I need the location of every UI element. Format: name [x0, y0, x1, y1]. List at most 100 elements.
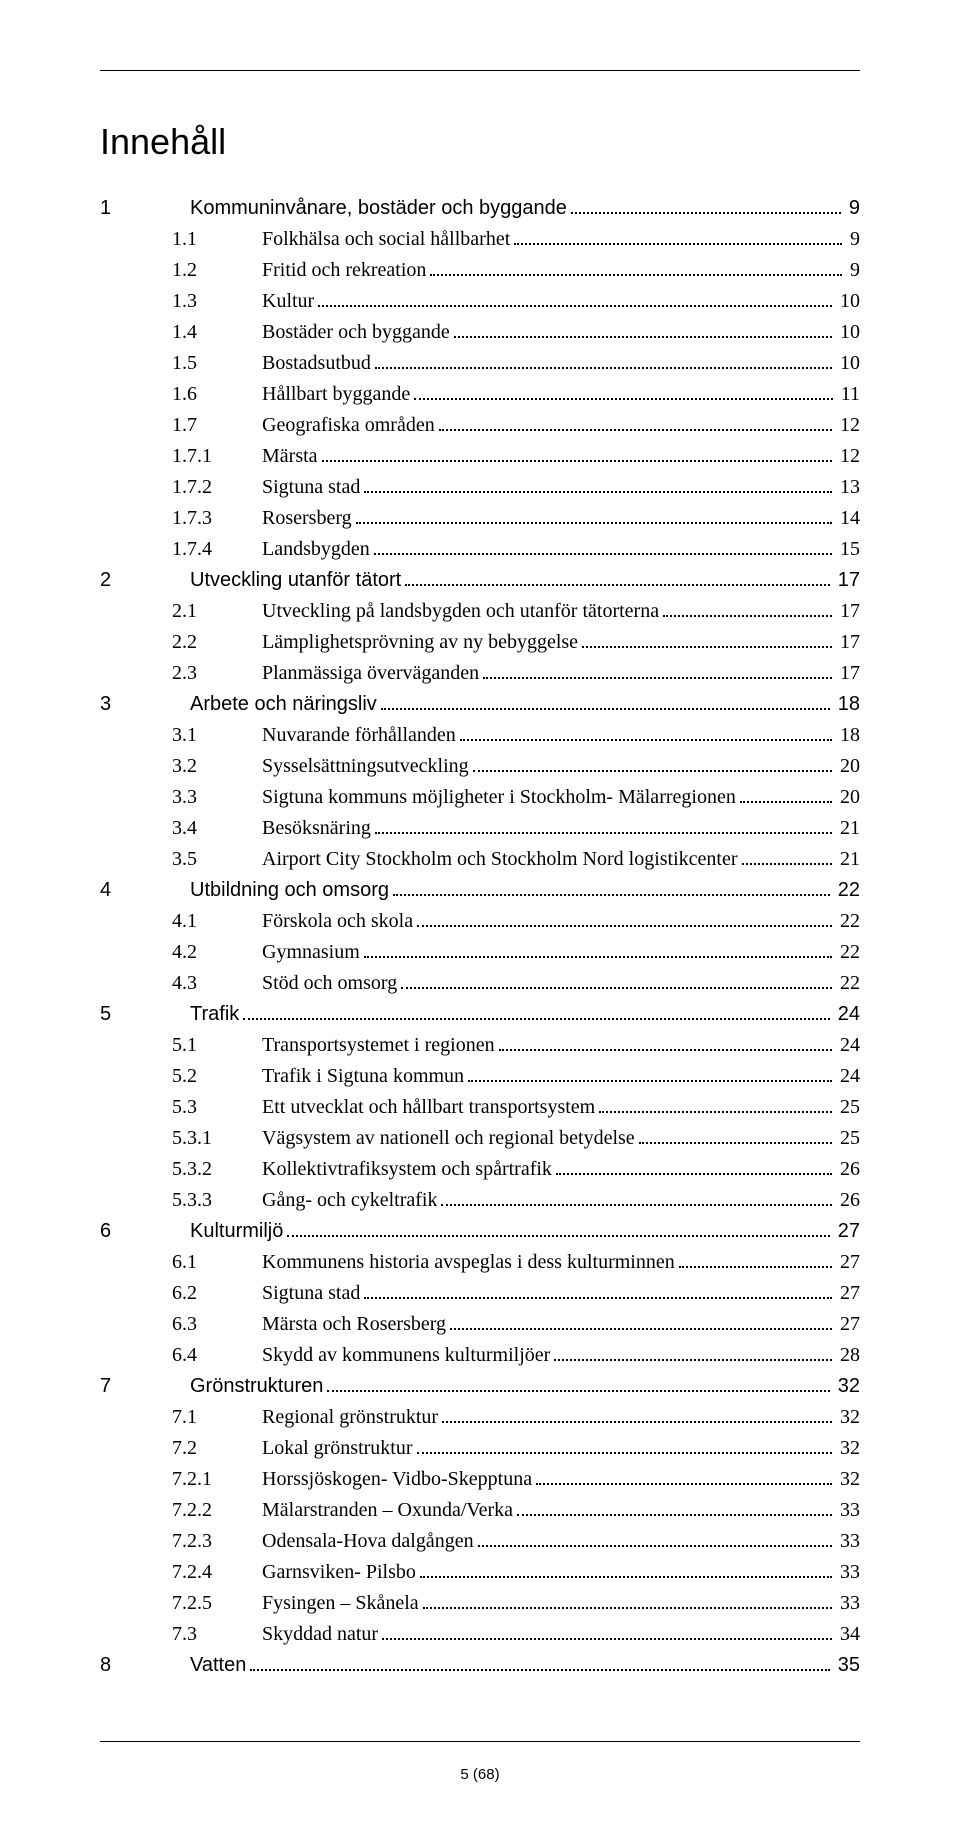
- toc-row[interactable]: 1.3Kultur10: [100, 286, 860, 317]
- toc-label: Utveckling utanför tätort: [190, 565, 401, 596]
- toc-label: Skyddad natur: [262, 1619, 378, 1650]
- toc-leader-dots: [420, 1558, 832, 1578]
- toc-row[interactable]: 4.1Förskola och skola22: [100, 906, 860, 937]
- toc-number: 1.4: [172, 317, 262, 348]
- toc-label: Planmässiga överväganden: [262, 658, 479, 689]
- toc-label: Gymnasium: [262, 937, 360, 968]
- toc-leader-dots: [679, 1248, 832, 1268]
- toc-row[interactable]: 7.1Regional grönstruktur32: [100, 1402, 860, 1433]
- toc-row[interactable]: 1.4Bostäder och byggande10: [100, 317, 860, 348]
- toc-row[interactable]: 5.3Ett utvecklat och hållbart transports…: [100, 1092, 860, 1123]
- toc-row[interactable]: 5.3.2Kollektivtrafiksystem och spårtrafi…: [100, 1154, 860, 1185]
- toc-label: Kollektivtrafiksystem och spårtrafik: [262, 1154, 552, 1185]
- toc-number: 1.5: [172, 348, 262, 379]
- toc-row[interactable]: 1.6Hållbart byggande11: [100, 379, 860, 410]
- toc-number: 2.3: [172, 658, 262, 689]
- toc-row[interactable]: 3.4Besöksnäring21: [100, 813, 860, 844]
- toc-number: 1.6: [172, 379, 262, 410]
- toc-row[interactable]: 7.2.3Odensala-Hova dalgången33: [100, 1526, 860, 1557]
- toc-row[interactable]: 5.3.1Vägsystem av nationell och regional…: [100, 1123, 860, 1154]
- toc-leader-dots: [740, 783, 832, 803]
- toc-number: 7.3: [172, 1619, 262, 1650]
- toc-page-number: 17: [836, 627, 860, 658]
- toc-leader-dots: [375, 349, 832, 369]
- toc-row[interactable]: 2.2Lämplighetsprövning av ny bebyggelse1…: [100, 627, 860, 658]
- toc-row[interactable]: 5Trafik24: [100, 999, 860, 1030]
- toc-page-number: 32: [836, 1433, 860, 1464]
- toc-row[interactable]: 1.7.4Landsbygden15: [100, 534, 860, 565]
- toc-row[interactable]: 7.2.1Horssjöskogen- Vidbo-Skepptuna32: [100, 1464, 860, 1495]
- toc-page-number: 9: [845, 193, 860, 224]
- toc-row[interactable]: 2Utveckling utanför tätort17: [100, 565, 860, 596]
- toc-leader-dots: [322, 442, 832, 462]
- toc-leader-dots: [287, 1217, 829, 1237]
- toc-row[interactable]: 5.1Transportsystemet i regionen24: [100, 1030, 860, 1061]
- toc-row[interactable]: 6.1Kommunens historia avspeglas i dess k…: [100, 1247, 860, 1278]
- toc-row[interactable]: 7Grönstrukturen32: [100, 1371, 860, 1402]
- toc-label: Bostäder och byggande: [262, 317, 450, 348]
- toc-number: 5: [100, 999, 190, 1030]
- table-of-contents: 1Kommuninvånare, bostäder och byggande91…: [100, 193, 860, 1681]
- toc-row[interactable]: 1.7.2Sigtuna stad13: [100, 472, 860, 503]
- toc-leader-dots: [571, 194, 841, 214]
- toc-number: 3.3: [172, 782, 262, 813]
- toc-row[interactable]: 1.1Folkhälsa och social hållbarhet9: [100, 224, 860, 255]
- toc-leader-dots: [417, 1434, 832, 1454]
- toc-row[interactable]: 3Arbete och näringsliv18: [100, 689, 860, 720]
- toc-row[interactable]: 6.4Skydd av kommunens kulturmiljöer28: [100, 1340, 860, 1371]
- toc-number: 6: [100, 1216, 190, 1247]
- toc-row[interactable]: 6.2Sigtuna stad27: [100, 1278, 860, 1309]
- toc-row[interactable]: 7.2.5Fysingen – Skånela33: [100, 1588, 860, 1619]
- toc-label: Airport City Stockholm och Stockholm Nor…: [262, 844, 738, 875]
- toc-row[interactable]: 7.2Lokal grönstruktur32: [100, 1433, 860, 1464]
- toc-row[interactable]: 6.3Märsta och Rosersberg27: [100, 1309, 860, 1340]
- toc-row[interactable]: 3.3Sigtuna kommuns möjligheter i Stockho…: [100, 782, 860, 813]
- toc-row[interactable]: 5.3.3Gång- och cykeltrafik26: [100, 1185, 860, 1216]
- toc-row[interactable]: 1.5Bostadsutbud10: [100, 348, 860, 379]
- toc-row[interactable]: 2.1Utveckling på landsbygden och utanför…: [100, 596, 860, 627]
- toc-row[interactable]: 7.3Skyddad natur34: [100, 1619, 860, 1650]
- toc-label: Bostadsutbud: [262, 348, 371, 379]
- toc-row[interactable]: 1.7.3Rosersberg14: [100, 503, 860, 534]
- toc-page-number: 20: [836, 782, 860, 813]
- toc-row[interactable]: 3.2Sysselsättningsutveckling20: [100, 751, 860, 782]
- toc-number: 2.1: [172, 596, 262, 627]
- toc-leader-dots: [556, 1155, 832, 1175]
- toc-row[interactable]: 3.1Nuvarande förhållanden18: [100, 720, 860, 751]
- toc-page-number: 33: [836, 1526, 860, 1557]
- toc-row[interactable]: 5.2Trafik i Sigtuna kommun24: [100, 1061, 860, 1092]
- toc-page-number: 17: [836, 596, 860, 627]
- toc-row[interactable]: 7.2.2Mälarstranden – Oxunda/Verka33: [100, 1495, 860, 1526]
- page-title: Innehåll: [100, 121, 860, 163]
- toc-row[interactable]: 8Vatten35: [100, 1650, 860, 1681]
- toc-leader-dots: [483, 659, 832, 679]
- toc-leader-dots: [663, 597, 832, 617]
- toc-row[interactable]: 4Utbildning och omsorg22: [100, 875, 860, 906]
- toc-page-number: 15: [836, 534, 860, 565]
- toc-leader-dots: [430, 256, 842, 276]
- toc-number: 5.3.3: [172, 1185, 262, 1216]
- toc-row[interactable]: 2.3Planmässiga överväganden17: [100, 658, 860, 689]
- toc-number: 3.4: [172, 813, 262, 844]
- toc-row[interactable]: 6Kulturmiljö27: [100, 1216, 860, 1247]
- toc-row[interactable]: 4.3Stöd och omsorg22: [100, 968, 860, 999]
- toc-leader-dots: [381, 690, 830, 710]
- toc-row[interactable]: 4.2Gymnasium22: [100, 937, 860, 968]
- toc-page-number: 25: [836, 1123, 860, 1154]
- toc-number: 1.7.2: [172, 472, 262, 503]
- toc-row[interactable]: 1.7Geografiska områden12: [100, 410, 860, 441]
- toc-row[interactable]: 1Kommuninvånare, bostäder och byggande9: [100, 193, 860, 224]
- toc-row[interactable]: 1.7.1Märsta12: [100, 441, 860, 472]
- toc-page-number: 18: [834, 689, 860, 720]
- toc-page-number: 28: [836, 1340, 860, 1371]
- toc-row[interactable]: 3.5Airport City Stockholm och Stockholm …: [100, 844, 860, 875]
- toc-label: Horssjöskogen- Vidbo-Skepptuna: [262, 1464, 532, 1495]
- toc-label: Utbildning och omsorg: [190, 875, 389, 906]
- toc-row[interactable]: 7.2.4Garnsviken- Pilsbo33: [100, 1557, 860, 1588]
- toc-number: 5.3.1: [172, 1123, 262, 1154]
- toc-label: Rosersberg: [262, 503, 352, 534]
- toc-leader-dots: [356, 504, 832, 524]
- toc-number: 1.7.4: [172, 534, 262, 565]
- toc-leader-dots: [423, 1589, 832, 1609]
- toc-row[interactable]: 1.2Fritid och rekreation9: [100, 255, 860, 286]
